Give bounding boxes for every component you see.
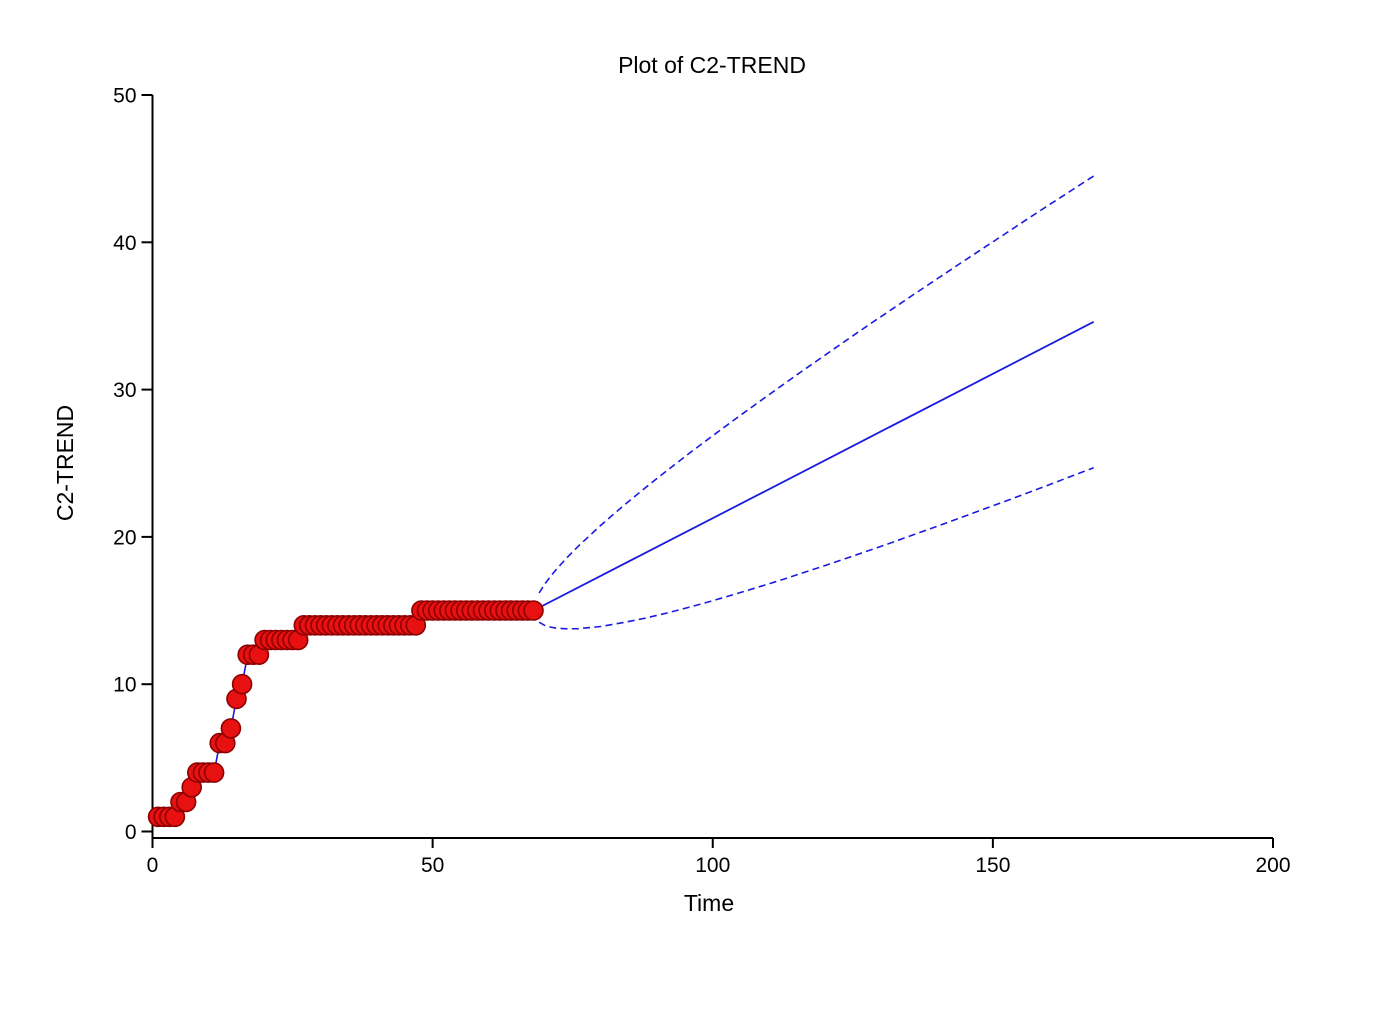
lower-confidence-band	[538, 466, 1094, 630]
series	[147, 175, 1095, 828]
data-point	[231, 673, 253, 695]
observed-points	[147, 600, 544, 828]
y-tick-label: 10	[113, 674, 136, 697]
x-axis-label: Time	[684, 890, 734, 916]
y-tick-label: 50	[113, 85, 136, 108]
observed-line	[158, 609, 534, 818]
upper-confidence-band	[538, 175, 1095, 594]
x-tick-label: 150	[975, 854, 1010, 877]
forecast-line	[533, 321, 1095, 612]
x-tick-label: 100	[695, 854, 730, 877]
y-tick-label: 40	[113, 232, 136, 255]
y-tick-label: 20	[113, 526, 136, 549]
data-point	[523, 600, 544, 621]
x-tick-label: 0	[147, 854, 159, 877]
axes: 0 10 20 30 40 50 0 50 100 150 200	[113, 85, 1290, 878]
y-tick-label: 30	[113, 379, 136, 402]
x-tick-label: 50	[421, 854, 444, 877]
data-point	[220, 718, 242, 739]
data-point	[203, 762, 225, 783]
chart-title: Plot of C2-TREND	[618, 52, 806, 78]
x-tick-label: 200	[1255, 854, 1290, 877]
y-axis-label: C2-TREND	[52, 405, 78, 521]
y-tick-label: 0	[125, 821, 137, 844]
